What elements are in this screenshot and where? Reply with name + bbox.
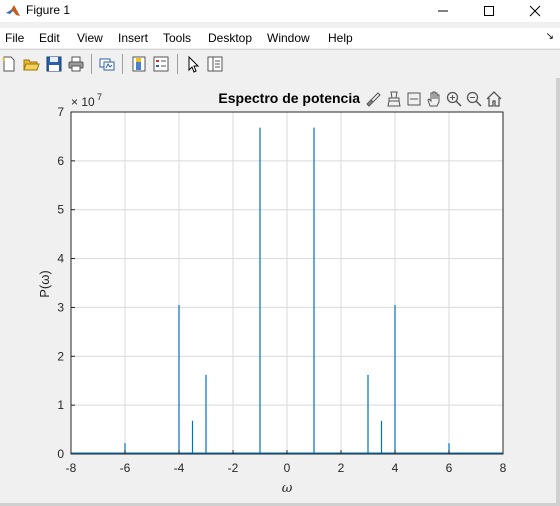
minimize-icon: [438, 10, 448, 12]
dock-arrow-icon[interactable]: ↘: [545, 31, 554, 42]
toolbar-separator: [122, 54, 123, 74]
x-axis-label: ω: [282, 481, 293, 496]
x-tick-label: 0: [284, 461, 291, 475]
y-axis-label: P(ω): [37, 270, 52, 297]
toolbar-separator: [91, 54, 92, 74]
window-border: [556, 78, 560, 506]
x-tick-label: 2: [338, 461, 345, 475]
print-icon[interactable]: [67, 55, 85, 73]
y-exponent-power: 7: [97, 92, 102, 102]
y-exponent-label: × 10: [71, 95, 95, 109]
property-inspector-icon[interactable]: [206, 55, 224, 73]
edit-plot-arrow-icon[interactable]: [184, 55, 202, 73]
x-tick-label: -8: [66, 461, 77, 475]
menu-view[interactable]: View: [77, 31, 103, 45]
maximize-button[interactable]: [466, 0, 512, 22]
x-tick-label: 6: [446, 461, 453, 475]
save-icon[interactable]: [45, 55, 63, 73]
y-axis: 0 1 2 3 4 5 6 7: [57, 105, 75, 461]
x-tick-label: -4: [174, 461, 185, 475]
menu-window[interactable]: Window: [267, 31, 310, 45]
data-cursor-icon[interactable]: [405, 90, 423, 108]
y-tick-label: 2: [57, 349, 64, 363]
toolbar-separator: [177, 54, 178, 74]
y-tick-label: 5: [57, 203, 64, 217]
menu-tools[interactable]: Tools: [163, 31, 192, 45]
menu-insert[interactable]: Insert: [118, 31, 149, 45]
zoom-out-icon[interactable]: [465, 90, 483, 108]
zoom-in-icon[interactable]: [445, 90, 463, 108]
pan-hand-icon[interactable]: [425, 90, 443, 108]
x-tick-label: -6: [120, 461, 131, 475]
link-plot-icon[interactable]: [98, 55, 116, 73]
home-icon[interactable]: [485, 90, 503, 108]
open-file-icon[interactable]: [22, 55, 40, 73]
x-tick-label: 4: [392, 461, 399, 475]
title-bar: Figure 1: [0, 0, 560, 22]
new-figure-icon[interactable]: [0, 55, 18, 73]
y-tick-label: 7: [57, 105, 64, 119]
x-tick-label: -2: [228, 461, 239, 475]
y-tick-label: 6: [57, 154, 64, 168]
y-tick-label: 0: [57, 447, 64, 461]
window-border: [0, 503, 560, 506]
window-title: Figure 1: [26, 3, 71, 17]
close-button[interactable]: [512, 0, 558, 22]
figure-toolbar: [0, 49, 560, 78]
colorbar-icon[interactable]: [130, 55, 148, 73]
y-tick-label: 1: [57, 398, 64, 412]
y-tick-label: 4: [57, 252, 64, 266]
chart-title: Espectro de potencia: [218, 90, 360, 106]
spectrum-chart[interactable]: -8 -6 -4 -2 0 2 4 6 8 0 1 2 3 4 5 6 7 ω P(ω) × 10 7 Esp…: [0, 78, 556, 504]
maximize-icon: [484, 6, 494, 16]
close-icon: [529, 5, 541, 17]
matlab-logo-icon: [6, 5, 20, 16]
brush-icon[interactable]: [364, 90, 382, 108]
x-tick-label: 8: [500, 461, 507, 475]
y-tick-label: 3: [57, 300, 64, 314]
data-series: [71, 127, 503, 454]
minimize-button[interactable]: [420, 0, 466, 22]
data-tips-icon[interactable]: [385, 90, 403, 108]
menu-bar: File Edit View Insert Tools Desktop Wind…: [0, 28, 560, 48]
legend-icon[interactable]: [152, 55, 170, 73]
menu-help[interactable]: Help: [328, 31, 353, 45]
x-axis: -8 -6 -4 -2 0 2 4 6 8: [66, 450, 507, 475]
menu-file[interactable]: File: [5, 31, 25, 45]
menu-edit[interactable]: Edit: [39, 31, 60, 45]
menu-desktop[interactable]: Desktop: [208, 31, 253, 45]
